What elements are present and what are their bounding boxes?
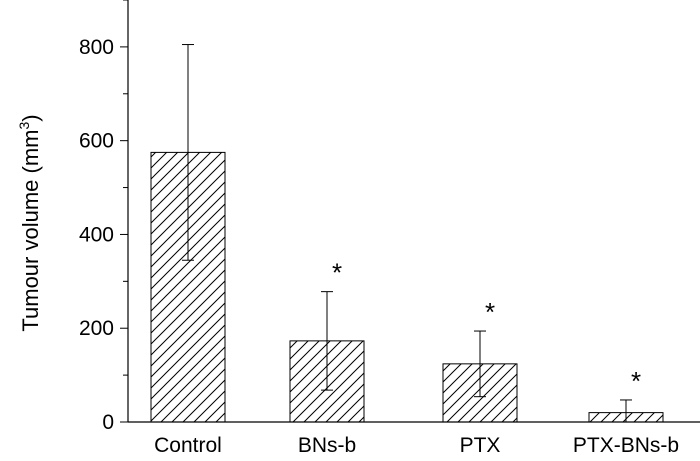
y-tick-label-600: 600 xyxy=(79,130,114,153)
y-tick-label-0: 0 xyxy=(102,411,114,434)
y-tick-label-200: 200 xyxy=(79,317,114,340)
y-axis-label-text: Tumour volume (mm xyxy=(18,130,43,332)
x-tick-label-Control: Control xyxy=(154,434,222,457)
significance-marker-PTX: * xyxy=(485,297,495,327)
y-axis-label-superscript: 3 xyxy=(16,122,32,130)
error-bars-layer xyxy=(182,44,632,422)
x-tick-label-PTX: PTX xyxy=(460,434,501,457)
y-tick-label-400: 400 xyxy=(79,223,114,246)
significance-marker-BNs-b: * xyxy=(332,258,342,288)
y-axis-label: Tumour volume (mm3) xyxy=(16,114,43,331)
x-tick-label-BNs-b: BNs-b xyxy=(298,434,356,457)
significance-marker-PTX-BNs-b: * xyxy=(631,366,641,396)
y-tick-label-800: 800 xyxy=(79,36,114,59)
bars-layer xyxy=(150,151,664,423)
x-tick-label-PTX-BNs-b: PTX-BNs-b xyxy=(573,434,679,457)
axes-layer: Control BNs-b PTX PTX-BNs-b 0 200 400 600 800 xyxy=(79,0,700,457)
y-axis-label-suffix: ) xyxy=(18,114,43,121)
significance-layer: * * * xyxy=(332,258,641,396)
